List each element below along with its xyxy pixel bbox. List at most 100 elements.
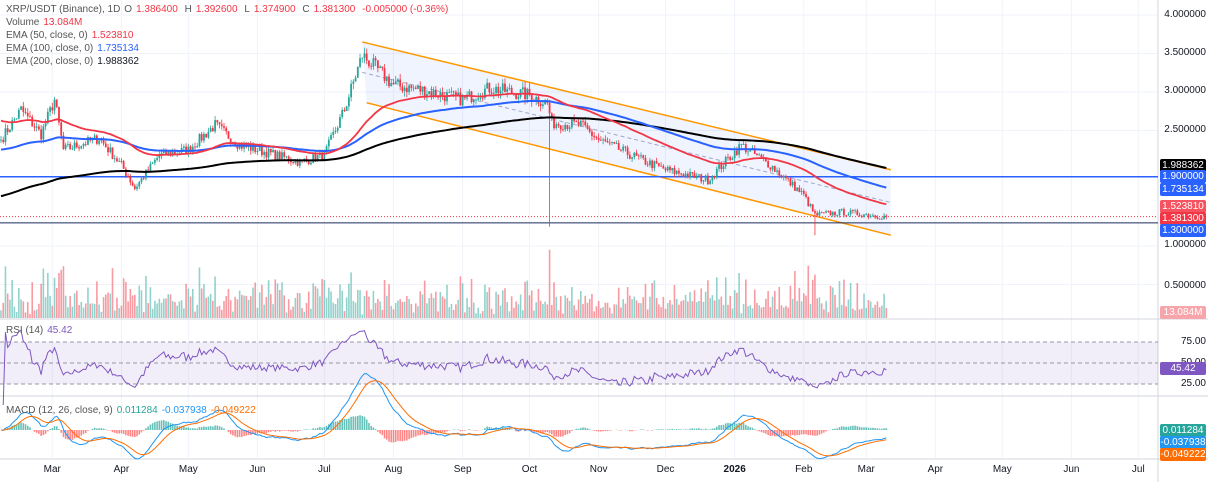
volume-bar: [867, 300, 870, 318]
volume-bar: [142, 312, 145, 318]
legend-volume[interactable]: Volume 13.084M: [6, 16, 452, 29]
candle-body: [740, 144, 743, 145]
volume-bar: [816, 298, 818, 318]
candle-body: [796, 187, 799, 191]
macd-histogram-bar: [361, 415, 364, 430]
volume-bar: [727, 304, 729, 318]
macd-histogram-bar: [631, 430, 633, 432]
volume-bar: [417, 306, 419, 318]
candle-body: [707, 175, 709, 185]
macd-histogram-bar: [791, 430, 794, 436]
rsi-tick-75: 75.00: [1180, 336, 1206, 347]
macd-line: [0, 373, 887, 460]
candle-body: [883, 215, 885, 219]
volume-bar: [49, 295, 51, 318]
rsi-band: [0, 342, 1158, 384]
legend-rsi[interactable]: RSI (14) 45.42: [6, 324, 76, 337]
candle-body: [345, 106, 348, 112]
price-tick: 3.000000: [1164, 85, 1206, 96]
volume-bar: [252, 287, 254, 318]
volume-bar: [165, 298, 167, 318]
volume-bar: [533, 310, 535, 318]
volume-bar: [490, 308, 493, 318]
macd-histogram-bar: [475, 430, 477, 431]
candle-body: [584, 121, 587, 126]
macd-histogram-bar: [13, 424, 16, 430]
volume-bar: [771, 296, 774, 318]
time-tick: May: [178, 464, 198, 475]
macd-histogram-bar: [845, 426, 847, 430]
macd-histogram-bar: [740, 422, 743, 430]
candle-body: [666, 166, 669, 171]
volume-bar: [475, 313, 477, 318]
volume-bar: [564, 295, 566, 318]
macd-histogram-bar: [484, 428, 486, 430]
macd-histogram-bar: [249, 430, 252, 436]
candle-body: [20, 106, 22, 110]
macd-histogram-bar: [883, 428, 885, 430]
volume-bar: [869, 301, 872, 318]
macd-histogram-bar: [142, 430, 145, 431]
macd-histogram-bar: [171, 423, 174, 430]
legend-ema200[interactable]: EMA (200, close, 0) 1.988362: [6, 55, 452, 68]
volume-bar: [522, 310, 524, 318]
channel-lower-line: [366, 102, 891, 236]
candle-body: [26, 112, 29, 117]
candle-body: [209, 128, 212, 132]
candle-body: [555, 124, 558, 129]
volume-bar: [263, 304, 265, 318]
volume-bar: [98, 304, 100, 318]
candle-body: [287, 156, 290, 162]
macd-histogram-bar: [241, 430, 243, 437]
candle-body: [562, 129, 564, 131]
macd-histogram-bar: [519, 430, 522, 431]
open-label: O: [124, 4, 133, 15]
legend-ema100[interactable]: EMA (100, close, 0) 1.735134: [6, 42, 452, 55]
candle-body: [885, 215, 888, 217]
macd-histogram-bar: [651, 430, 653, 431]
price-tick: 3.500000: [1164, 47, 1206, 58]
volume-bar: [207, 296, 210, 318]
macd-histogram-bar: [881, 428, 883, 430]
macd-histogram-bar: [544, 430, 546, 433]
macd-histogram-bar: [53, 426, 56, 430]
candle-body: [290, 161, 292, 163]
candle-body: [216, 120, 219, 123]
candle-body: [660, 165, 662, 167]
candle-body: [330, 135, 332, 140]
macd-histogram-bar: [796, 430, 798, 436]
volume-bar: [718, 299, 720, 318]
macd-histogram-bar: [325, 425, 328, 430]
volume-bar: [557, 310, 560, 318]
volume-bar: [528, 295, 531, 318]
volume-bar: [800, 301, 803, 318]
candle-body: [809, 204, 812, 207]
volume-bar: [258, 292, 261, 318]
volume-bar: [477, 307, 480, 318]
time-tick: Feb: [795, 464, 813, 475]
macd-histogram-bar: [98, 428, 100, 430]
volume-bar: [183, 308, 185, 318]
macd-histogram-bar: [388, 430, 390, 442]
volume-tag: 13.084M: [1160, 306, 1206, 319]
ema100-value: 1.735134: [97, 43, 139, 54]
macd-histogram-bar: [847, 426, 850, 430]
volume-bar: [849, 282, 852, 318]
candle-body: [521, 87, 524, 90]
macd-histogram-bar: [38, 430, 40, 434]
macd-histogram-bar: [709, 429, 711, 430]
rsi-value: 45.42: [47, 325, 73, 336]
candle-body: [535, 96, 538, 102]
macd-histogram-bar: [811, 430, 814, 436]
candle-body: [252, 144, 254, 151]
volume-bar: [840, 304, 843, 318]
volume-bar: [397, 300, 399, 318]
legend-macd[interactable]: MACD (12, 26, close, 9) 0.011284 -0.037938…: [6, 404, 260, 417]
candle-body: [789, 178, 792, 186]
macd-histogram-bar: [134, 430, 136, 437]
legend-ema50[interactable]: EMA (50, close, 0) 1.523810: [6, 29, 452, 42]
volume-bar: [154, 300, 156, 318]
candle-body: [840, 209, 843, 210]
volume-bar: [292, 306, 294, 318]
